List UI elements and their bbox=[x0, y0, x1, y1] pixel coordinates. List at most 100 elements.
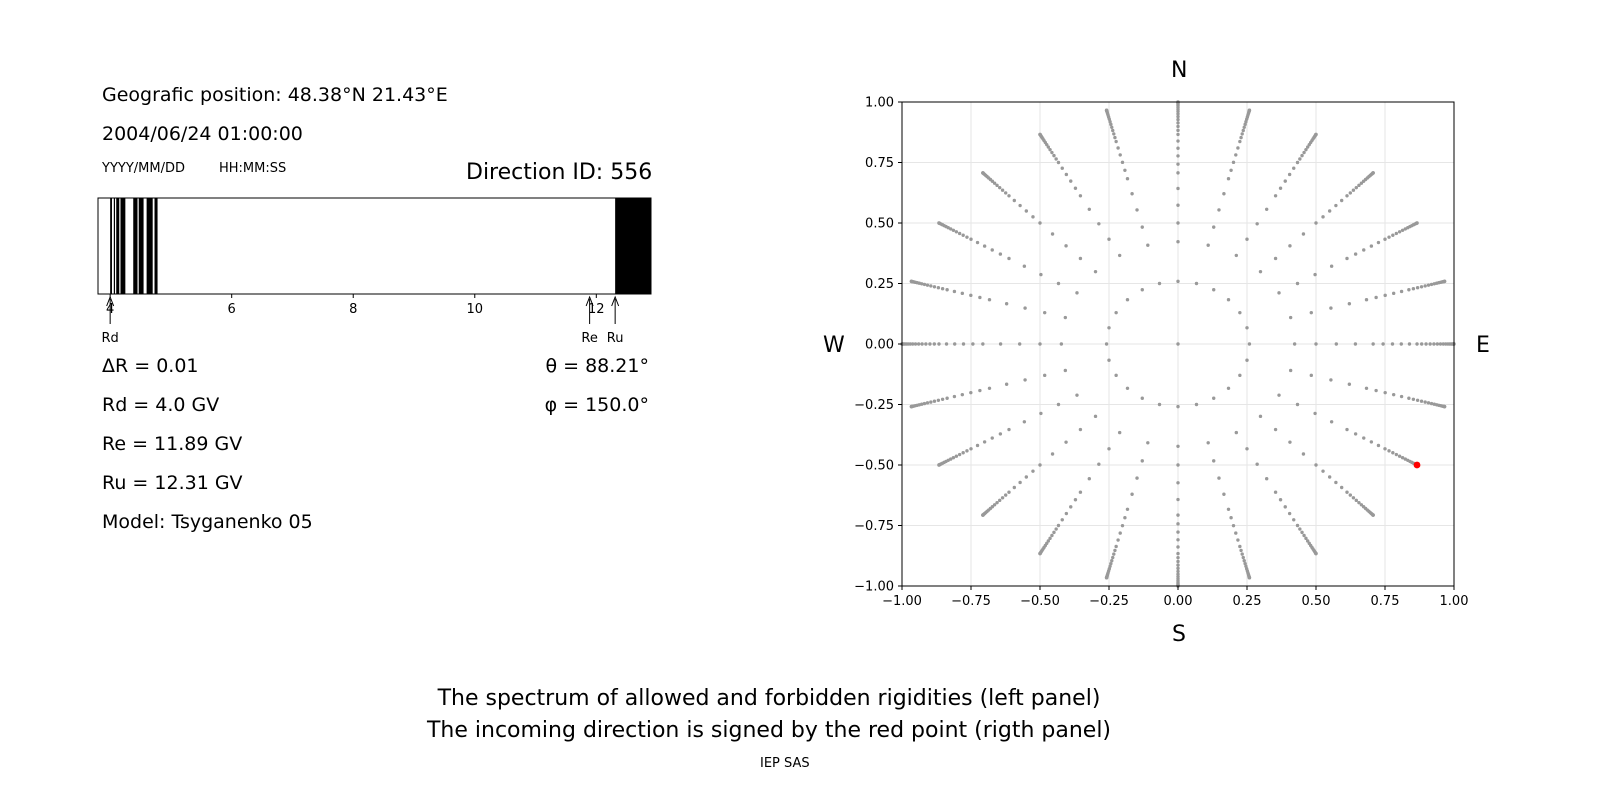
direction-point bbox=[1415, 286, 1420, 290]
direction-point bbox=[987, 386, 992, 390]
forbidden-band bbox=[146, 198, 153, 294]
direction-point bbox=[1354, 498, 1358, 503]
direction-point bbox=[1362, 436, 1366, 440]
direction-point bbox=[1226, 298, 1231, 302]
direction-point bbox=[916, 342, 921, 346]
direction-point bbox=[932, 342, 937, 346]
spectrum-frame bbox=[97, 197, 652, 295]
direction-point bbox=[1345, 490, 1349, 494]
direction-point bbox=[1234, 531, 1238, 535]
direction-point bbox=[1003, 493, 1008, 497]
direction-point bbox=[1327, 209, 1332, 213]
compass-west: W bbox=[823, 333, 845, 358]
x-tick-label: 8 bbox=[349, 302, 357, 317]
direction-point bbox=[1176, 112, 1180, 116]
direction-point bbox=[1059, 342, 1064, 346]
x-tick-label: 0.25 bbox=[1233, 594, 1262, 609]
direction-point bbox=[969, 293, 973, 298]
direction-point bbox=[1407, 396, 1411, 400]
direction-point bbox=[992, 503, 997, 507]
direction-point bbox=[1399, 289, 1404, 294]
direction-point bbox=[1283, 505, 1287, 509]
direction-point bbox=[924, 342, 928, 346]
y-tick-label: −1.00 bbox=[854, 580, 894, 595]
direction-point bbox=[922, 401, 927, 406]
direction-point bbox=[909, 404, 914, 409]
x-tick-label: 6 bbox=[228, 302, 236, 317]
forbidden-band bbox=[113, 198, 116, 294]
direction-point bbox=[1140, 288, 1144, 292]
direction-point bbox=[1176, 569, 1180, 574]
direction-point bbox=[1397, 454, 1402, 458]
direction-scatter-chart: −1.00 −0.75 −0.50 −0.25 0.00 0.25 0.50 0.75 1.00… bbox=[854, 96, 1468, 610]
direction-point bbox=[1438, 342, 1443, 346]
forbidden-band bbox=[615, 198, 651, 294]
direction-point bbox=[1374, 295, 1378, 300]
forbidden-band bbox=[138, 198, 144, 294]
direction-point bbox=[990, 436, 994, 440]
direction-point bbox=[992, 181, 997, 185]
direction-point bbox=[1258, 269, 1263, 274]
direction-point bbox=[1394, 231, 1399, 236]
direction-point bbox=[1206, 441, 1210, 445]
direction-point bbox=[1231, 523, 1236, 528]
direction-point bbox=[1093, 269, 1098, 274]
direction-point bbox=[1104, 576, 1109, 580]
marker-label-re: Re bbox=[581, 331, 597, 346]
direction-point bbox=[1004, 382, 1009, 386]
direction-point bbox=[1176, 124, 1180, 129]
direction-point bbox=[1212, 225, 1216, 229]
direction-point bbox=[1031, 469, 1035, 473]
forbidden-band bbox=[116, 198, 120, 294]
direction-point bbox=[975, 443, 980, 448]
direction-point bbox=[995, 183, 999, 188]
direction-point bbox=[1423, 284, 1427, 288]
direction-point bbox=[1176, 162, 1180, 166]
direction-point bbox=[1277, 393, 1281, 397]
direction-point bbox=[1023, 306, 1027, 310]
direction-point bbox=[1176, 186, 1180, 191]
direction-point bbox=[1004, 302, 1009, 306]
direction-point bbox=[940, 287, 945, 291]
rd-value: Rd = 4.0 GV bbox=[102, 394, 220, 416]
direction-point bbox=[1075, 393, 1079, 397]
direction-point bbox=[1236, 146, 1240, 150]
direction-point bbox=[1314, 463, 1318, 467]
direction-point bbox=[1292, 518, 1296, 522]
direction-point bbox=[1024, 209, 1029, 213]
direction-point bbox=[1258, 414, 1263, 419]
direction-point bbox=[925, 401, 930, 405]
direction-point bbox=[940, 397, 945, 401]
direction-point bbox=[1176, 221, 1180, 225]
marker-label-ru: Ru bbox=[607, 331, 624, 346]
direction-point bbox=[1116, 146, 1120, 150]
direction-point bbox=[1000, 188, 1005, 192]
direction-point bbox=[1097, 222, 1101, 226]
direction-point bbox=[1339, 485, 1344, 490]
direction-point bbox=[1107, 358, 1111, 362]
direction-point bbox=[1007, 194, 1011, 198]
direction-point bbox=[982, 244, 987, 248]
direction-point bbox=[1245, 326, 1249, 330]
direction-point bbox=[1371, 171, 1375, 175]
direction-point bbox=[1176, 559, 1180, 564]
direction-point bbox=[1383, 390, 1387, 395]
direction-point bbox=[1110, 125, 1114, 129]
direction-point bbox=[1314, 342, 1318, 346]
direction-point bbox=[1376, 240, 1381, 245]
direction-point bbox=[1107, 326, 1111, 330]
direction-point bbox=[1329, 306, 1333, 310]
direction-point bbox=[1118, 153, 1122, 157]
direction-point bbox=[1226, 177, 1231, 181]
direction-point bbox=[957, 452, 962, 457]
direction-point bbox=[953, 342, 957, 346]
direction-point bbox=[978, 295, 982, 300]
re-value: Re = 11.89 GV bbox=[102, 433, 243, 455]
direction-point bbox=[1063, 368, 1068, 373]
direction-point bbox=[1226, 386, 1231, 390]
direction-point bbox=[1114, 373, 1118, 378]
direction-point bbox=[1116, 538, 1120, 542]
direction-point bbox=[1295, 160, 1300, 165]
direction-point bbox=[1321, 469, 1325, 473]
